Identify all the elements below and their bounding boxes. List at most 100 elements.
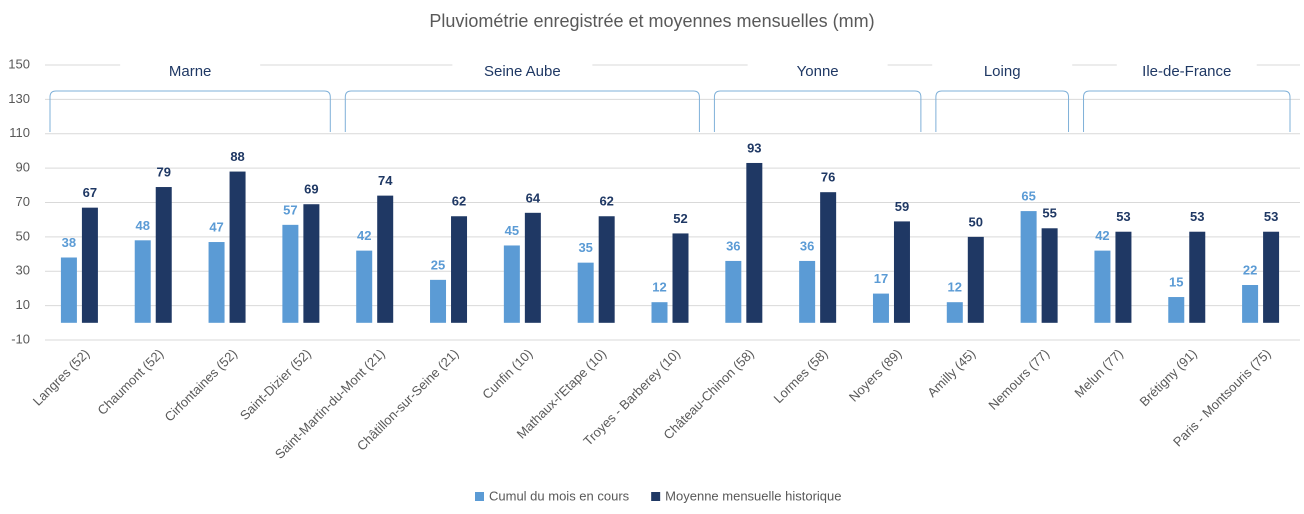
y-tick-label: -10 bbox=[11, 331, 30, 346]
data-label: 12 bbox=[948, 280, 962, 295]
bar bbox=[60, 257, 77, 323]
data-label: 76 bbox=[821, 170, 835, 185]
data-label: 15 bbox=[1169, 274, 1183, 289]
bar bbox=[503, 245, 520, 323]
x-tick-label: Lormes (58) bbox=[771, 346, 831, 406]
data-label: 69 bbox=[304, 182, 318, 197]
bar bbox=[1041, 228, 1058, 323]
bar bbox=[303, 204, 320, 323]
bar bbox=[946, 302, 963, 323]
legend-label: Moyenne mensuelle historique bbox=[665, 488, 841, 503]
bar bbox=[134, 240, 151, 323]
data-label: 55 bbox=[1042, 206, 1056, 221]
y-tick-label: 130 bbox=[8, 91, 30, 106]
data-label: 38 bbox=[62, 235, 76, 250]
bar bbox=[524, 212, 541, 323]
x-tick-label: Amilly (45) bbox=[924, 346, 978, 400]
data-label: 42 bbox=[1095, 228, 1109, 243]
bar bbox=[598, 216, 615, 323]
bar bbox=[672, 233, 689, 323]
bar bbox=[356, 250, 373, 323]
group-bracket bbox=[935, 90, 1070, 132]
bar bbox=[1115, 231, 1132, 323]
data-label: 93 bbox=[747, 140, 761, 155]
legend-label: Cumul du mois en cours bbox=[489, 488, 630, 503]
x-tick-label: Langres (52) bbox=[30, 346, 93, 409]
data-label: 48 bbox=[136, 218, 150, 233]
group-label-bg bbox=[932, 56, 1073, 74]
data-label: 35 bbox=[578, 240, 592, 255]
group-bracket bbox=[713, 90, 922, 132]
bar bbox=[893, 221, 910, 323]
group-label: Yonne bbox=[797, 63, 839, 80]
bar bbox=[1168, 297, 1185, 323]
bar bbox=[1094, 250, 1111, 323]
chart-title: Pluviométrie enregistrée et moyennes men… bbox=[429, 11, 874, 31]
x-tick-label: Nemours (77) bbox=[985, 346, 1052, 413]
x-tick-label: Cirfontaines (52) bbox=[162, 346, 241, 425]
bar bbox=[799, 260, 816, 323]
y-tick-label: 30 bbox=[16, 263, 30, 278]
data-label: 42 bbox=[357, 228, 371, 243]
group-bracket bbox=[49, 90, 331, 132]
y-tick-label: 150 bbox=[8, 56, 30, 71]
group-label: Ile-de-France bbox=[1142, 63, 1231, 80]
data-label: 50 bbox=[969, 214, 983, 229]
bar bbox=[229, 171, 246, 323]
bar bbox=[451, 216, 468, 323]
data-label: 47 bbox=[209, 219, 223, 234]
data-label: 59 bbox=[895, 199, 909, 214]
data-label: 57 bbox=[283, 202, 297, 217]
data-label: 53 bbox=[1190, 209, 1204, 224]
bar bbox=[577, 262, 594, 323]
group-label-bg bbox=[120, 56, 261, 74]
x-tick-label: Melun (77) bbox=[1071, 346, 1126, 401]
group-bracket bbox=[1083, 90, 1291, 132]
x-tick-label: Brétigny (91) bbox=[1137, 346, 1200, 409]
y-tick-label: 110 bbox=[9, 125, 30, 140]
legend-swatch bbox=[651, 492, 661, 501]
bar bbox=[967, 236, 984, 323]
data-label: 53 bbox=[1264, 209, 1278, 224]
legend-swatch bbox=[475, 492, 484, 501]
data-label: 36 bbox=[800, 238, 814, 253]
bar bbox=[282, 224, 299, 323]
data-label: 64 bbox=[526, 190, 541, 205]
data-label: 67 bbox=[83, 185, 97, 200]
bar bbox=[81, 207, 98, 323]
bar bbox=[725, 260, 742, 323]
data-label: 25 bbox=[431, 257, 445, 272]
y-tick-label: 70 bbox=[16, 194, 30, 209]
data-label: 53 bbox=[1116, 209, 1130, 224]
bar bbox=[377, 195, 394, 323]
data-label: 36 bbox=[726, 238, 740, 253]
group-label: Marne bbox=[169, 63, 212, 80]
x-tick-label: Chaumont (52) bbox=[94, 346, 166, 418]
data-label: 79 bbox=[157, 164, 171, 179]
data-label: 12 bbox=[652, 280, 666, 295]
bar bbox=[820, 192, 837, 323]
bar bbox=[746, 162, 763, 323]
y-tick-label: 90 bbox=[16, 160, 30, 175]
data-label: 74 bbox=[378, 173, 393, 188]
group-label: Loing bbox=[984, 63, 1021, 80]
data-label: 65 bbox=[1021, 189, 1035, 204]
y-tick-label: 10 bbox=[16, 297, 30, 312]
bar bbox=[872, 293, 889, 323]
x-tick-label: Noyers (89) bbox=[846, 346, 905, 405]
y-tick-label: 50 bbox=[16, 228, 30, 243]
data-label: 17 bbox=[874, 271, 888, 286]
bar bbox=[208, 242, 225, 323]
x-tick-label: Saint-Dizier (52) bbox=[237, 346, 314, 423]
group-label: Seine Aube bbox=[484, 63, 561, 80]
data-label: 45 bbox=[505, 223, 519, 238]
bar bbox=[651, 302, 668, 323]
group-bracket bbox=[344, 90, 700, 132]
data-label: 62 bbox=[599, 194, 613, 209]
bar bbox=[1189, 231, 1206, 323]
bar bbox=[1263, 231, 1280, 323]
data-label: 22 bbox=[1243, 262, 1257, 277]
data-label: 52 bbox=[673, 211, 687, 226]
x-tick-label: Cunfin (10) bbox=[479, 346, 535, 402]
